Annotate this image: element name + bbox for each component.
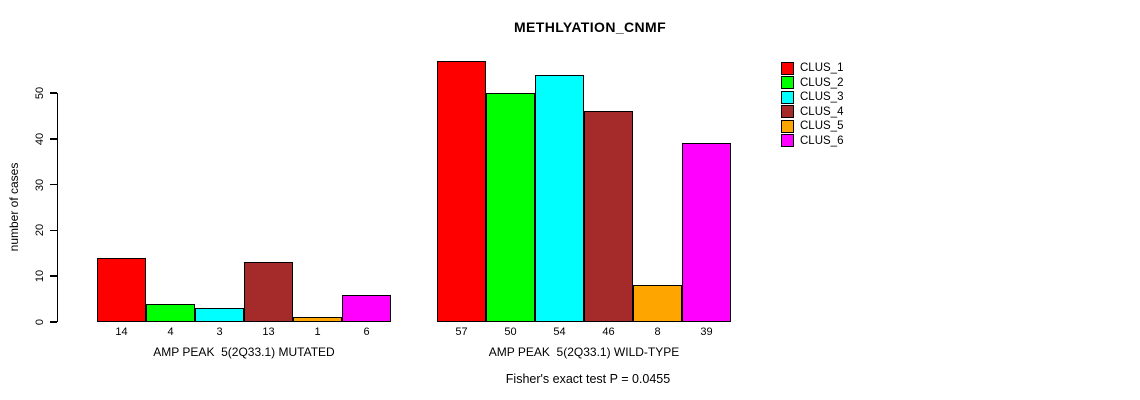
y-tick	[49, 183, 57, 186]
legend-label: CLUS_3	[800, 91, 844, 104]
legend-swatch	[781, 119, 794, 133]
legend-swatch	[781, 76, 794, 90]
bar-clus_5	[293, 317, 342, 322]
y-tick-label: 10	[34, 270, 46, 283]
fisher-test-caption: Fisher's exact test P = 0.0455	[505, 372, 671, 386]
y-axis-label: number of cases	[7, 162, 21, 252]
bar-value-label: 50	[504, 326, 517, 338]
y-tick-label: 20	[34, 224, 46, 237]
legend-label: CLUS_5	[800, 120, 844, 133]
bar-value-label: 4	[167, 326, 174, 338]
y-tick	[49, 321, 57, 323]
legend-item: CLUS_1	[781, 61, 843, 76]
legend-item: CLUS_5	[781, 119, 843, 134]
legend-label: CLUS_2	[800, 76, 844, 89]
y-axis-line	[56, 93, 58, 322]
y-tick	[49, 92, 57, 94]
legend-item: CLUS_6	[781, 134, 843, 149]
bar-clus_6	[342, 294, 391, 322]
legend-item: CLUS_3	[781, 90, 843, 105]
bar-clus_6	[682, 143, 731, 322]
legend-swatch	[781, 61, 794, 75]
bar-clus_2	[146, 303, 195, 322]
bar-value-label: 8	[654, 326, 661, 338]
bar-value-label: 46	[602, 326, 615, 338]
legend-label: CLUS_4	[800, 105, 844, 118]
y-tick-label: 30	[34, 178, 46, 191]
bar-value-label: 39	[700, 326, 713, 338]
bar-value-label: 14	[115, 326, 128, 338]
bar-value-label: 57	[455, 326, 468, 338]
bar-clus_4	[244, 262, 293, 322]
bar-clus_1	[97, 257, 146, 322]
bar-value-label: 1	[314, 326, 321, 338]
bar-value-label: 3	[216, 326, 223, 338]
y-tick	[49, 138, 57, 140]
legend-label: CLUS_6	[800, 134, 844, 147]
legend: CLUS_1 CLUS_2 CLUS_3 CLUS_4 CLUS_5 CLUS_6	[781, 61, 843, 148]
y-tick	[49, 229, 57, 232]
legend-label: CLUS_1	[800, 62, 844, 75]
legend-item: CLUS_4	[781, 105, 843, 120]
x-group-label: AMP PEAK 5(2Q33.1) MUTATED	[153, 345, 335, 359]
bar-clus_5	[633, 285, 682, 322]
bar-clus_2	[486, 93, 535, 322]
chart-title: METHLYATION_CNMF	[513, 19, 667, 35]
legend-swatch	[781, 90, 794, 104]
y-tick-label: 50	[34, 86, 46, 100]
legend-swatch	[781, 134, 794, 148]
y-tick-label: 0	[34, 318, 46, 326]
bar-clus_4	[584, 111, 633, 322]
bar-clus_1	[437, 60, 486, 322]
y-tick	[49, 275, 57, 277]
legend-item: CLUS_2	[781, 76, 843, 91]
y-tick-label: 40	[34, 132, 46, 145]
bar-value-label: 6	[363, 326, 370, 338]
bar-clus_3	[535, 74, 584, 322]
x-group-label: AMP PEAK 5(2Q33.1) WILD-TYPE	[488, 345, 680, 359]
bar-value-label: 13	[262, 326, 275, 338]
legend-swatch	[781, 105, 794, 119]
bar-clus_3	[195, 308, 244, 322]
bar-value-label: 54	[553, 326, 566, 338]
